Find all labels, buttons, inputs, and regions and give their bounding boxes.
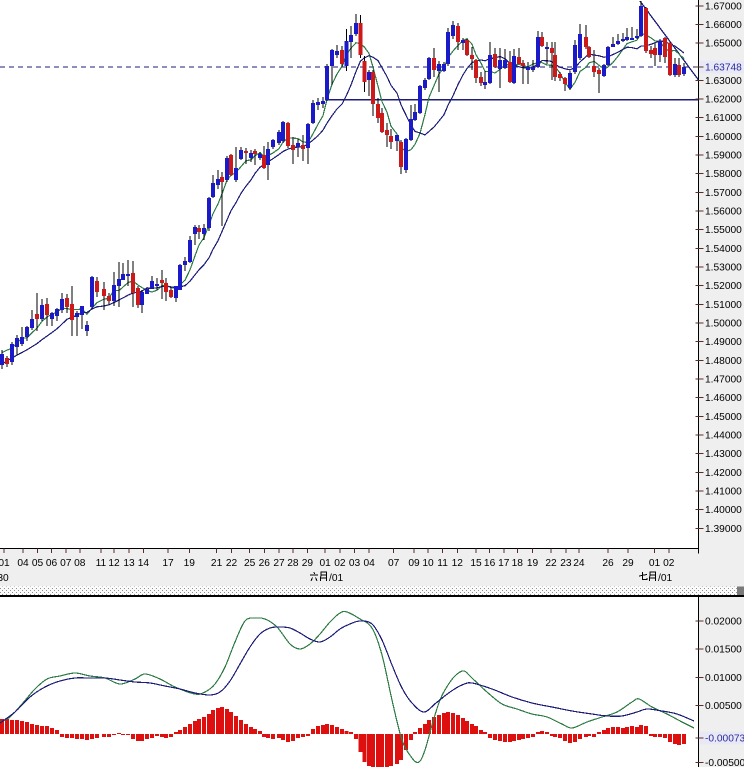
svg-text:29: 29 <box>622 558 634 569</box>
svg-text:1.48000: 1.48000 <box>705 356 742 367</box>
svg-text:1.54000: 1.54000 <box>705 244 742 255</box>
svg-text:1.63000: 1.63000 <box>705 76 742 87</box>
svg-text:16: 16 <box>484 558 496 569</box>
svg-text:0.02000: 0.02000 <box>705 616 742 627</box>
svg-text:27: 27 <box>273 558 285 569</box>
svg-text:1.53000: 1.53000 <box>705 263 742 274</box>
svg-text:22: 22 <box>545 558 557 569</box>
svg-text:0.01000: 0.01000 <box>705 673 742 684</box>
svg-text:1.60000: 1.60000 <box>705 132 742 143</box>
svg-text:1.44000: 1.44000 <box>705 431 742 442</box>
svg-text:15: 15 <box>470 558 482 569</box>
svg-text:/01: /01 <box>658 573 672 584</box>
svg-text:26: 26 <box>259 558 271 569</box>
svg-text:04: 04 <box>17 558 29 569</box>
svg-text:1.62000: 1.62000 <box>705 95 742 106</box>
svg-text:1.52000: 1.52000 <box>705 281 742 292</box>
svg-text:1.67000: 1.67000 <box>705 1 742 12</box>
svg-text:1.45000: 1.45000 <box>705 412 742 423</box>
svg-text:09: 09 <box>408 558 420 569</box>
svg-text:03: 03 <box>349 558 361 569</box>
svg-text:10: 10 <box>422 558 434 569</box>
svg-text:17: 17 <box>162 558 174 569</box>
svg-text:30: 30 <box>0 573 9 584</box>
svg-text:28: 28 <box>287 558 299 569</box>
svg-text:14: 14 <box>138 558 150 569</box>
svg-text:01: 01 <box>649 558 661 569</box>
svg-text:13: 13 <box>123 558 135 569</box>
svg-text:1.41000: 1.41000 <box>705 486 742 497</box>
svg-text:26: 26 <box>602 558 614 569</box>
svg-text:1.55000: 1.55000 <box>705 225 742 236</box>
svg-text:19: 19 <box>184 558 196 569</box>
svg-text:1.39000: 1.39000 <box>705 524 742 535</box>
svg-text:19: 19 <box>527 558 539 569</box>
svg-text:21: 21 <box>211 558 223 569</box>
svg-text:1.49000: 1.49000 <box>705 337 742 348</box>
svg-text:1.47000: 1.47000 <box>705 375 742 386</box>
svg-text:08: 08 <box>74 558 86 569</box>
svg-text:-0.00500: -0.00500 <box>705 758 744 767</box>
svg-text:1.46000: 1.46000 <box>705 393 742 404</box>
svg-text:-0.00073: -0.00073 <box>705 734 744 745</box>
svg-text:17: 17 <box>498 558 510 569</box>
svg-text:1.59000: 1.59000 <box>705 151 742 162</box>
svg-text:1.57000: 1.57000 <box>705 188 742 199</box>
svg-text:04: 04 <box>364 558 376 569</box>
svg-text:1.51000: 1.51000 <box>705 300 742 311</box>
svg-text:1.61000: 1.61000 <box>705 113 742 124</box>
svg-text:11: 11 <box>96 558 107 569</box>
svg-text:1.66000: 1.66000 <box>705 20 742 31</box>
svg-text:18: 18 <box>512 558 524 569</box>
svg-text:12: 12 <box>108 558 120 569</box>
svg-text:0.01500: 0.01500 <box>705 645 742 656</box>
svg-text:1.65000: 1.65000 <box>705 39 742 50</box>
svg-text:12: 12 <box>452 558 464 569</box>
svg-text:1.42000: 1.42000 <box>705 468 742 479</box>
svg-text:24: 24 <box>573 558 585 569</box>
svg-text:0.00500: 0.00500 <box>705 701 742 712</box>
svg-text:06: 06 <box>46 558 58 569</box>
svg-text:25: 25 <box>244 558 256 569</box>
svg-text:02: 02 <box>663 558 675 569</box>
svg-text:05: 05 <box>32 558 44 569</box>
svg-text:11: 11 <box>437 558 448 569</box>
svg-text:1.43000: 1.43000 <box>705 449 742 460</box>
svg-text:01: 01 <box>320 558 332 569</box>
svg-text:29: 29 <box>302 558 314 569</box>
svg-text:1.40000: 1.40000 <box>705 505 742 516</box>
svg-text:01: 01 <box>0 558 10 569</box>
svg-text:1.58000: 1.58000 <box>705 169 742 180</box>
svg-text:1.50000: 1.50000 <box>705 319 742 330</box>
svg-text:/01: /01 <box>329 573 343 584</box>
svg-text:07: 07 <box>60 558 72 569</box>
svg-text:22: 22 <box>226 558 238 569</box>
svg-text:02: 02 <box>334 558 346 569</box>
svg-text:23: 23 <box>560 558 572 569</box>
svg-text:1.56000: 1.56000 <box>705 207 742 218</box>
svg-text:1.63748: 1.63748 <box>705 63 742 74</box>
svg-text:07: 07 <box>388 558 400 569</box>
